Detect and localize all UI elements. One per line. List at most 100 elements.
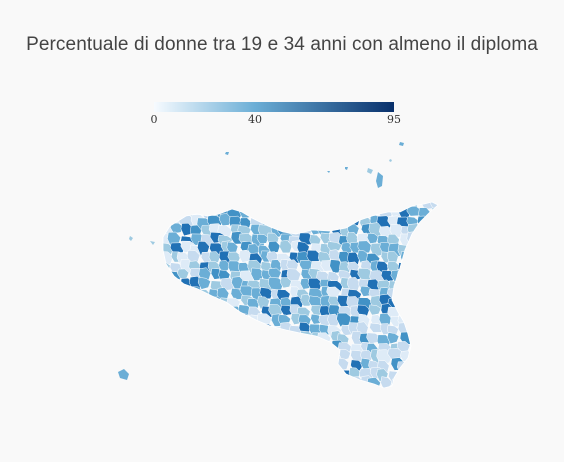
municipality-area xyxy=(326,286,341,298)
municipality-area xyxy=(356,304,370,317)
municipality-area xyxy=(167,314,184,325)
municipality-area xyxy=(248,332,262,346)
municipality-area xyxy=(417,378,433,388)
municipality-area xyxy=(211,377,228,388)
municipality-area xyxy=(278,330,292,345)
municipality-area xyxy=(300,368,314,383)
municipality-area xyxy=(163,333,170,348)
municipality-area xyxy=(411,351,424,368)
municipality-area xyxy=(207,343,224,356)
municipality-area xyxy=(257,349,270,363)
municipality-area xyxy=(429,368,438,380)
municipality-area xyxy=(349,202,363,210)
municipality-area xyxy=(366,232,379,244)
municipality-area xyxy=(396,270,411,281)
municipality-area xyxy=(189,304,205,316)
municipality-area xyxy=(251,348,266,364)
municipality-area xyxy=(307,213,320,225)
municipality-area xyxy=(427,321,438,335)
municipality-area xyxy=(307,277,323,292)
municipality-area xyxy=(391,378,408,388)
municipality-area xyxy=(168,361,182,373)
municipality-area xyxy=(306,375,320,387)
municipality-area xyxy=(237,378,253,388)
municipality-area xyxy=(400,251,413,266)
municipality-area xyxy=(167,368,180,381)
municipality-area xyxy=(388,202,402,212)
municipality-area xyxy=(396,361,412,375)
municipality-area xyxy=(441,224,456,238)
municipality-area xyxy=(163,324,176,338)
municipality-area xyxy=(188,351,203,363)
island-levanzo xyxy=(150,241,155,245)
municipality-area xyxy=(218,333,231,347)
municipality-area xyxy=(190,357,206,373)
municipality-area xyxy=(419,306,434,321)
municipality-area xyxy=(418,295,434,310)
municipality-area xyxy=(406,206,422,217)
municipality-area xyxy=(418,259,435,273)
municipality-area xyxy=(349,384,363,388)
municipality-area xyxy=(417,341,431,354)
municipality-area xyxy=(178,307,193,322)
island-lipari xyxy=(376,172,383,188)
municipality-area xyxy=(291,202,308,209)
municipality-area xyxy=(290,342,307,357)
municipality-area xyxy=(208,333,225,347)
municipality-area xyxy=(406,260,424,273)
municipality-area xyxy=(218,202,232,211)
municipality-area xyxy=(410,288,424,302)
municipality-area xyxy=(181,296,196,309)
municipality-area xyxy=(167,379,183,388)
municipality-area xyxy=(268,202,284,211)
municipality-area xyxy=(370,202,385,212)
municipality-area xyxy=(409,241,426,254)
municipality-area xyxy=(241,368,254,380)
municipality-area xyxy=(188,367,202,382)
municipality-area xyxy=(440,313,452,325)
municipality-area xyxy=(230,352,245,367)
municipality-area xyxy=(290,352,303,364)
municipality-area xyxy=(198,361,215,373)
municipality-area xyxy=(338,215,353,227)
municipality-area xyxy=(163,378,173,388)
municipality-area xyxy=(429,252,438,265)
municipality-area xyxy=(267,205,279,219)
municipality-area xyxy=(441,387,456,398)
municipality-area xyxy=(249,205,261,218)
municipality-area xyxy=(296,340,312,355)
municipality-area xyxy=(241,324,254,339)
municipality-area xyxy=(417,277,432,289)
municipality-area xyxy=(406,304,420,320)
municipality-area xyxy=(427,386,438,388)
municipality-area xyxy=(277,366,293,378)
municipality-area xyxy=(328,389,340,401)
municipality-area xyxy=(226,202,242,212)
municipality-area xyxy=(419,233,434,246)
municipality-area xyxy=(163,271,173,284)
municipality-area xyxy=(217,376,230,388)
municipalities xyxy=(163,202,456,401)
municipality-area xyxy=(437,360,438,375)
municipality-area xyxy=(206,368,221,381)
municipality-area xyxy=(430,378,438,388)
municipality-area xyxy=(190,202,207,209)
municipality-area xyxy=(418,367,433,380)
municipality-area xyxy=(340,377,356,388)
municipality-area xyxy=(410,340,427,356)
municipality-area xyxy=(397,279,412,295)
municipality-area xyxy=(300,294,312,307)
island-filicudi xyxy=(345,167,348,170)
municipality-area xyxy=(378,202,394,213)
island-stromboli xyxy=(399,142,404,146)
municipality-area xyxy=(426,278,438,292)
municipality-area xyxy=(440,208,452,220)
municipality-area xyxy=(298,202,312,208)
island-favignana xyxy=(129,236,133,241)
island-pantelleria xyxy=(118,369,129,380)
municipality-area xyxy=(369,322,385,333)
municipality-area xyxy=(229,360,245,372)
municipality-area xyxy=(428,306,438,319)
municipality-area xyxy=(417,253,430,265)
